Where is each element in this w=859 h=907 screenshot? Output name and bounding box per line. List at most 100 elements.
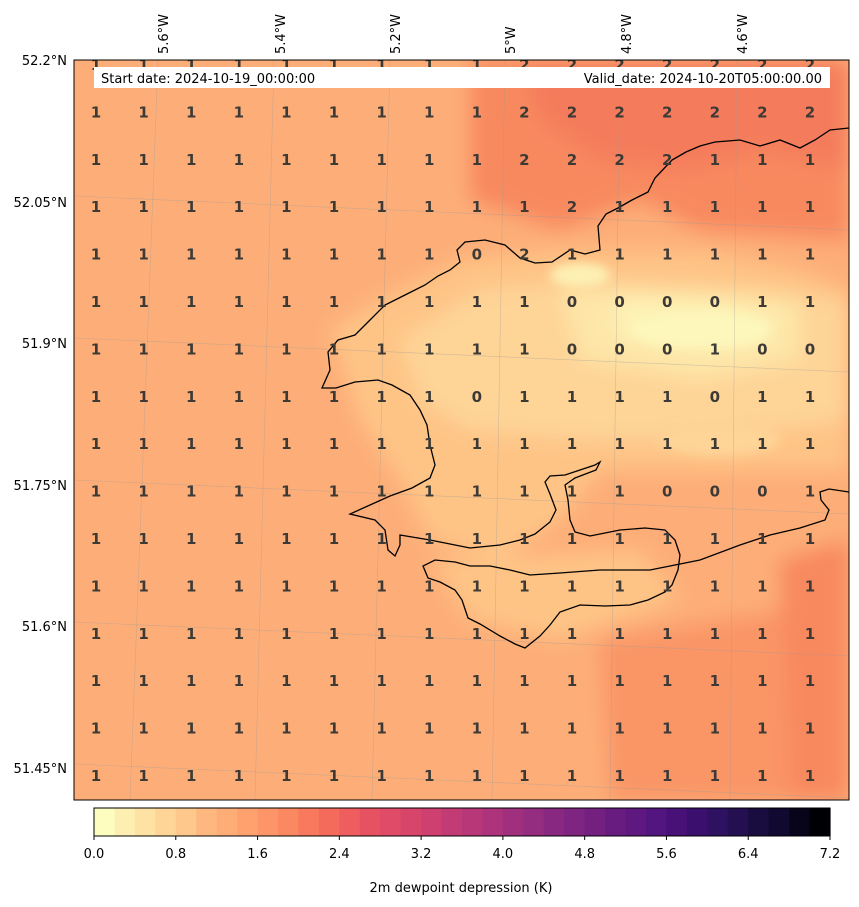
value-label: 1: [138, 246, 148, 264]
value-label: 1: [329, 720, 339, 738]
value-label: 1: [757, 672, 767, 690]
value-label: 1: [329, 435, 339, 453]
value-label: 1: [329, 151, 339, 169]
value-label: 2: [662, 103, 672, 121]
colorbar-tick-label: 0.0: [84, 847, 105, 862]
value-label: 2: [567, 151, 577, 169]
value-label: 1: [424, 767, 434, 785]
value-label: 0: [710, 293, 720, 311]
coastline: [320, 127, 849, 649]
value-label: 1: [91, 672, 101, 690]
value-label: 1: [472, 103, 482, 121]
value-label: 1: [376, 198, 386, 216]
value-label: 1: [519, 435, 529, 453]
colorbar-bin: [482, 808, 504, 836]
value-label: 1: [805, 435, 815, 453]
value-label: 1: [757, 246, 767, 264]
colorbar-bin: [359, 808, 381, 836]
colorbar-bin: [462, 808, 484, 836]
colorbar-bin: [789, 808, 811, 836]
value-label: 1: [567, 246, 577, 264]
value-label: 1: [329, 246, 339, 264]
value-label: 1: [805, 530, 815, 548]
colorbar-bin: [605, 808, 627, 836]
value-label: 1: [329, 577, 339, 595]
value-label: 1: [234, 577, 244, 595]
value-label: 1: [805, 720, 815, 738]
value-label: 1: [662, 720, 672, 738]
value-label: 2: [519, 151, 529, 169]
colorbar-bin: [400, 808, 422, 836]
map-frame: [73, 59, 850, 801]
value-label: 0: [805, 340, 815, 358]
colorbar-bin: [686, 808, 708, 836]
value-label: 1: [91, 483, 101, 501]
value-label: 1: [424, 293, 434, 311]
value-label: 1: [757, 625, 767, 643]
value-label: 1: [281, 293, 291, 311]
value-label: 1: [376, 388, 386, 406]
colorbar-bin: [523, 808, 545, 836]
value-label: 1: [805, 151, 815, 169]
value-label: 1: [281, 767, 291, 785]
value-label: 0: [614, 340, 624, 358]
value-label: 1: [757, 577, 767, 595]
value-label: 1: [329, 767, 339, 785]
value-label: 1: [234, 246, 244, 264]
colorbar-tick-label: 3.2: [411, 847, 432, 862]
value-label: 1: [662, 435, 672, 453]
value-label: 1: [186, 246, 196, 264]
colorbar-bin: [318, 808, 340, 836]
colorbar-tick-label: 4.0: [493, 847, 514, 862]
value-label: 1: [757, 435, 767, 453]
value-label: 1: [186, 340, 196, 358]
value-label: 1: [424, 577, 434, 595]
value-label: 1: [186, 720, 196, 738]
value-label: 1: [234, 340, 244, 358]
longitude-label: 4.8°W: [620, 14, 635, 54]
value-label: 1: [614, 483, 624, 501]
value-label: 1: [91, 767, 101, 785]
colorbar-bin: [237, 808, 259, 836]
value-label: 1: [424, 340, 434, 358]
value-label: 1: [519, 720, 529, 738]
value-label: 1: [424, 198, 434, 216]
value-label: 1: [710, 625, 720, 643]
value-label: 1: [281, 435, 291, 453]
value-label: 1: [281, 577, 291, 595]
value-label: 1: [472, 720, 482, 738]
value-label: 1: [281, 625, 291, 643]
latitude-label: 51.9°N: [22, 337, 67, 352]
colorbar-bin: [134, 808, 156, 836]
longitude-label: 5.6°W: [157, 14, 172, 54]
valid-date-label: Valid_date: 2024-10-20T05:00:00.00: [584, 72, 822, 87]
value-label: 1: [281, 246, 291, 264]
value-label: 2: [519, 103, 529, 121]
value-label: 1: [281, 483, 291, 501]
colorbar-bin: [298, 808, 320, 836]
value-label: 1: [805, 246, 815, 264]
value-label: 1: [757, 388, 767, 406]
value-label: 1: [91, 198, 101, 216]
value-label: 1: [138, 672, 148, 690]
colorbar-bin: [114, 808, 136, 836]
value-label: 1: [138, 293, 148, 311]
value-label: 2: [805, 103, 815, 121]
value-label: 1: [424, 151, 434, 169]
value-label: 2: [567, 198, 577, 216]
value-label: 1: [91, 720, 101, 738]
value-label: 1: [519, 388, 529, 406]
value-label: 2: [614, 151, 624, 169]
longitude-label: 5°W: [504, 26, 519, 54]
value-label: 1: [234, 293, 244, 311]
value-label: 1: [281, 720, 291, 738]
value-label: 0: [757, 483, 767, 501]
value-label: 1: [91, 340, 101, 358]
value-label: 0: [472, 388, 482, 406]
value-label: 1: [519, 767, 529, 785]
value-label: 1: [186, 483, 196, 501]
value-label: 1: [376, 103, 386, 121]
colorbar-tick-label: 2.4: [329, 847, 350, 862]
value-label: 1: [138, 198, 148, 216]
value-label: 1: [472, 435, 482, 453]
